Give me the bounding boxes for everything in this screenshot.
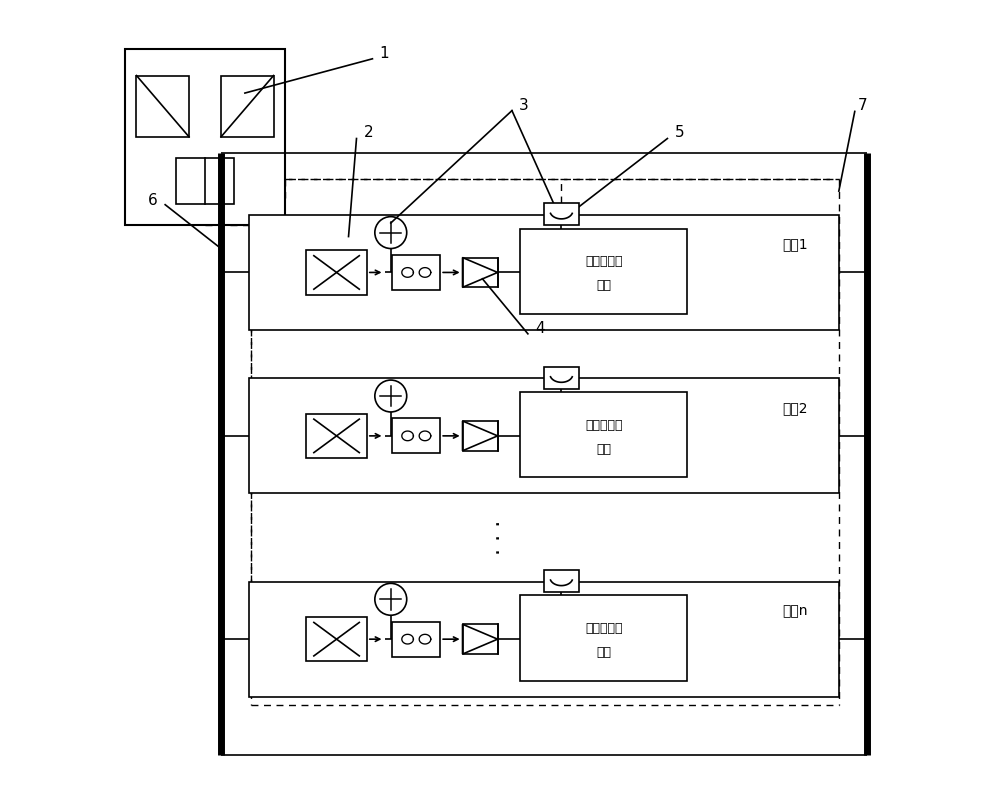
Text: 冷板: 冷板	[596, 442, 611, 455]
Bar	[520, 595, 687, 681]
Text: 带热负载的: 带热负载的	[585, 418, 622, 432]
Text: 5: 5	[675, 126, 684, 141]
Text: 支路2: 支路2	[782, 401, 808, 415]
Bar	[306, 414, 367, 458]
Bar	[520, 392, 687, 478]
Text: 1: 1	[380, 46, 389, 61]
Bar	[249, 378, 839, 494]
Bar	[176, 158, 234, 203]
Text: 冷板: 冷板	[596, 279, 611, 292]
Text: 6: 6	[148, 193, 158, 208]
Bar	[463, 421, 498, 450]
Bar	[392, 622, 440, 657]
Text: 冷板: 冷板	[596, 646, 611, 659]
Bar	[306, 250, 367, 294]
Bar	[520, 229, 687, 314]
Bar	[392, 418, 440, 454]
Bar	[306, 617, 367, 662]
Bar	[125, 50, 285, 225]
Bar	[544, 366, 579, 389]
Bar	[544, 570, 579, 592]
Text: 4: 4	[535, 321, 545, 336]
Text: 带热负载的: 带热负载的	[585, 255, 622, 268]
Text: 支路1: 支路1	[782, 238, 808, 251]
Bar	[249, 215, 839, 330]
Bar	[392, 255, 440, 290]
Text: 带热负载的: 带热负载的	[585, 622, 622, 635]
Bar	[136, 75, 189, 137]
Text: 7: 7	[858, 98, 868, 113]
Bar	[544, 203, 579, 226]
Text: 2: 2	[364, 126, 373, 141]
Bar	[463, 258, 498, 287]
Bar	[249, 582, 839, 697]
Bar	[221, 75, 274, 137]
Text: · · ·: · · ·	[490, 520, 510, 555]
Text: 3: 3	[519, 98, 529, 113]
Text: 支路n: 支路n	[782, 604, 808, 618]
Bar	[463, 624, 498, 654]
